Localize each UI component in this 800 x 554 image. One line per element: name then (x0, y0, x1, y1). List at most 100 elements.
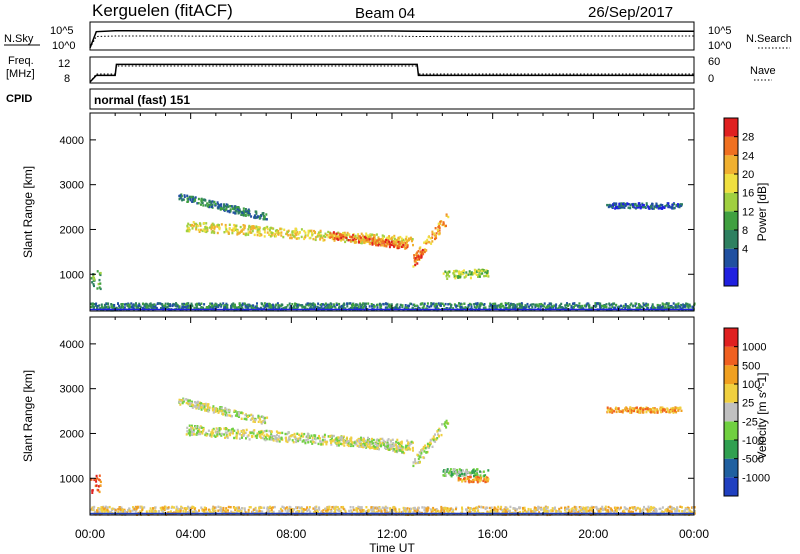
data-cell (363, 241, 365, 244)
data-cell (370, 303, 373, 306)
data-cell (448, 307, 451, 310)
data-cell (342, 307, 345, 310)
data-cell (187, 200, 189, 203)
data-cell (195, 425, 198, 429)
data-cell (418, 455, 421, 458)
data-cell (222, 412, 225, 415)
data-cell (628, 506, 631, 510)
data-cell (243, 507, 246, 510)
data-cell (459, 478, 462, 481)
data-cell (304, 235, 307, 238)
noise-panel-frame (89, 21, 695, 51)
data-cell (462, 469, 464, 472)
data-cell (644, 205, 646, 209)
data-cell (246, 211, 249, 215)
data-cell (403, 451, 406, 455)
data-cell (223, 203, 225, 206)
data-cell (182, 304, 185, 307)
data-cell (416, 453, 419, 457)
data-cell (577, 509, 580, 512)
data-cell (233, 506, 236, 509)
data-cell (382, 241, 385, 244)
data-cell (218, 429, 221, 432)
data-cell (235, 206, 238, 209)
data-cell (266, 231, 269, 234)
data-cell (306, 432, 309, 435)
data-cell (477, 274, 480, 277)
data-cell (350, 443, 353, 446)
data-cell (448, 275, 451, 278)
data-cell (254, 216, 257, 220)
data-cell (219, 406, 222, 409)
data-cell (391, 242, 394, 246)
data-cell (489, 510, 492, 513)
data-cell (295, 438, 298, 441)
data-cell (121, 508, 124, 511)
data-cell (154, 506, 157, 509)
data-cell (241, 303, 244, 307)
data-cell (216, 305, 219, 308)
data-cell (393, 237, 396, 241)
data-cell (197, 430, 200, 433)
data-cell (634, 507, 637, 510)
data-cell (388, 235, 391, 238)
data-cell (680, 409, 683, 412)
data-cell (328, 505, 331, 509)
data-cell (186, 194, 189, 197)
data-cell (314, 438, 317, 441)
data-cell (430, 442, 432, 445)
data-cell (579, 509, 582, 512)
data-cell (278, 440, 281, 443)
data-cell (654, 307, 657, 310)
data-cell (307, 304, 310, 307)
data-cell (224, 414, 227, 417)
data-cell (371, 440, 373, 443)
data-cell (634, 302, 637, 305)
data-cell (326, 303, 328, 306)
data-cell (130, 302, 133, 305)
data-cell (376, 510, 378, 514)
data-cell (93, 505, 96, 509)
data-cell (656, 303, 659, 307)
data-cell (377, 240, 380, 243)
data-cell (478, 305, 481, 308)
data-cell (243, 302, 246, 305)
data-cell (261, 302, 264, 306)
data-cell (684, 304, 687, 308)
data-cell (631, 407, 634, 411)
data-cell (662, 303, 665, 306)
data-cell (460, 306, 462, 309)
data-cell (277, 435, 280, 438)
data-cell (366, 439, 369, 442)
data-cell (321, 435, 324, 438)
data-cell (349, 240, 352, 243)
data-cell (196, 427, 199, 430)
data-cell (558, 510, 561, 513)
data-cell (330, 510, 333, 513)
data-cell (246, 435, 249, 438)
data-cell (516, 303, 519, 306)
data-cell (328, 233, 331, 237)
data-cell (203, 303, 206, 306)
data-cell (404, 304, 407, 307)
data-cell (586, 506, 589, 509)
data-cell (265, 437, 268, 441)
data-cell (353, 237, 356, 241)
data-cell (393, 448, 396, 451)
data-cell (476, 475, 479, 479)
data-cell (263, 217, 266, 220)
data-cell (269, 231, 272, 234)
data-cell (206, 511, 209, 514)
data-cell (442, 272, 445, 275)
data-cell (127, 508, 130, 512)
data-cell (255, 436, 258, 439)
data-cell (639, 409, 642, 412)
data-cell (689, 305, 692, 308)
data-cell (360, 445, 363, 448)
data-cell (516, 508, 518, 511)
data-cell (544, 511, 547, 514)
data-cell (131, 306, 134, 309)
data-cell (334, 237, 337, 240)
data-cell (253, 429, 256, 432)
data-cell (423, 506, 426, 509)
